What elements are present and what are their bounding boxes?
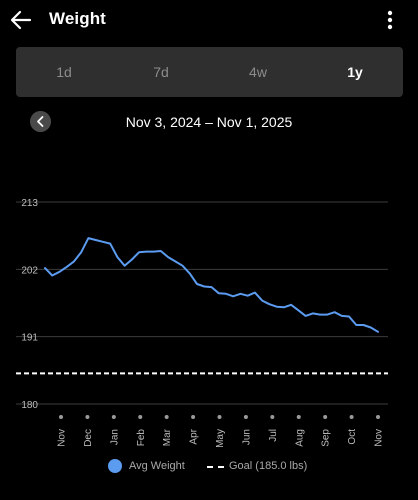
y-tick-label: 180 [21,400,38,411]
x-tick-label: Mar [162,428,173,446]
month-marker-dot [138,415,143,419]
previous-period-chevron-icon[interactable] [30,111,51,132]
top-app-bar: Weight [0,0,418,40]
date-range-label: Nov 3, 2024 – Nov 1, 2025 [125,114,293,130]
x-tick-label: Oct [347,429,358,445]
month-marker-dot [59,415,63,419]
x-tick-label: Jun [241,429,252,445]
avg-weight-legend-swatch [108,459,122,473]
month-marker-dot [191,415,196,419]
x-tick-label: Jan [109,429,120,445]
range-tab-7d[interactable]: 7d [153,64,169,80]
x-tick-label: Nov [57,429,68,447]
goal-legend-swatch [207,466,224,468]
x-tick-label: May [215,429,226,448]
x-tick-label: Dec [83,429,94,447]
weight-line-chart: 213 202 191 180 Nov Dec Jan Feb Mar Apr May Jun Jul A… [16,198,388,448]
month-marker-dot [164,415,169,419]
avg-weight-legend-label: Avg Weight [129,460,185,472]
y-tick-label: 202 [21,265,38,276]
month-marker-dot [111,415,116,419]
y-tick-label: 191 [21,333,38,344]
more-options-icon[interactable] [379,8,401,32]
back-arrow-icon[interactable] [8,7,34,33]
page-title: Weight [49,9,106,28]
time-range-selector: 1d 7d 4w 1y [16,47,403,97]
goal-legend-label: Goal (185.0 lbs) [229,460,308,472]
chart-legend: Avg Weight Goal (185.0 lbs) [0,456,418,476]
x-tick-label: Nov [374,429,385,447]
x-tick-label: Feb [136,429,147,447]
month-marker-dot [376,415,380,419]
avg-weight-series-line [44,237,379,333]
month-marker-dot [243,415,248,419]
month-marker-dot [349,415,354,419]
y-tick-label: 213 [21,198,38,209]
range-tab-4w[interactable]: 4w [249,64,267,80]
range-tab-1d[interactable]: 1d [56,64,72,80]
month-marker-dot [296,415,301,419]
range-tab-1y[interactable]: 1y [347,64,363,80]
month-marker-dot [323,415,328,419]
x-tick-label: Aug [294,429,305,447]
month-marker-dot [217,415,222,419]
x-tick-label: Sep [321,429,332,447]
x-tick-label: Jul [268,429,279,442]
x-tick-label: Apr [189,428,200,444]
month-marker-dot [270,415,275,419]
month-marker-dot [85,415,90,419]
